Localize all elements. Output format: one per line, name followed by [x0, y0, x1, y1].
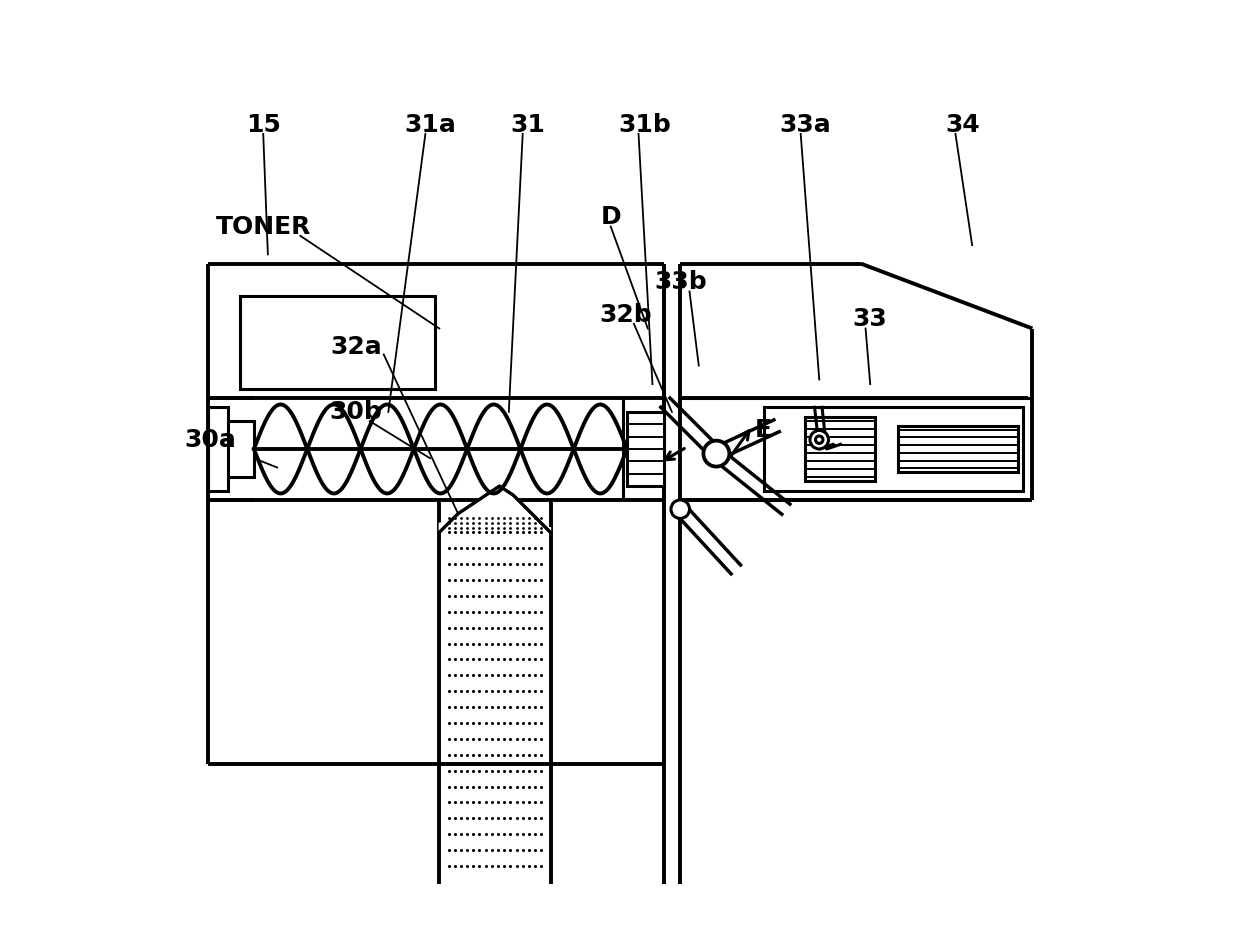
Text: 33a: 33a: [780, 112, 831, 137]
Text: 15: 15: [246, 112, 280, 137]
Polygon shape: [439, 486, 551, 532]
Circle shape: [810, 430, 828, 449]
Text: E: E: [755, 419, 773, 442]
Text: D: D: [600, 206, 621, 229]
Circle shape: [671, 500, 689, 519]
Bar: [764, 408, 1023, 491]
Text: 30b: 30b: [330, 400, 382, 424]
Bar: [241, 296, 435, 389]
Text: 32b: 32b: [599, 303, 652, 326]
Circle shape: [816, 436, 823, 443]
Text: 32a: 32a: [330, 335, 382, 359]
Text: 33b: 33b: [653, 270, 707, 295]
Text: 34: 34: [945, 112, 981, 137]
Bar: [805, 416, 875, 482]
Bar: [627, 412, 665, 486]
Text: 31a: 31a: [404, 112, 456, 137]
Circle shape: [703, 440, 729, 467]
Text: 33: 33: [853, 308, 888, 331]
Text: 31b: 31b: [619, 112, 671, 137]
Bar: [898, 425, 1018, 472]
Text: TONER: TONER: [216, 214, 311, 238]
Text: 31: 31: [510, 112, 544, 137]
Bar: [228, 421, 254, 477]
Bar: [207, 408, 228, 491]
Text: 30a: 30a: [185, 427, 237, 452]
